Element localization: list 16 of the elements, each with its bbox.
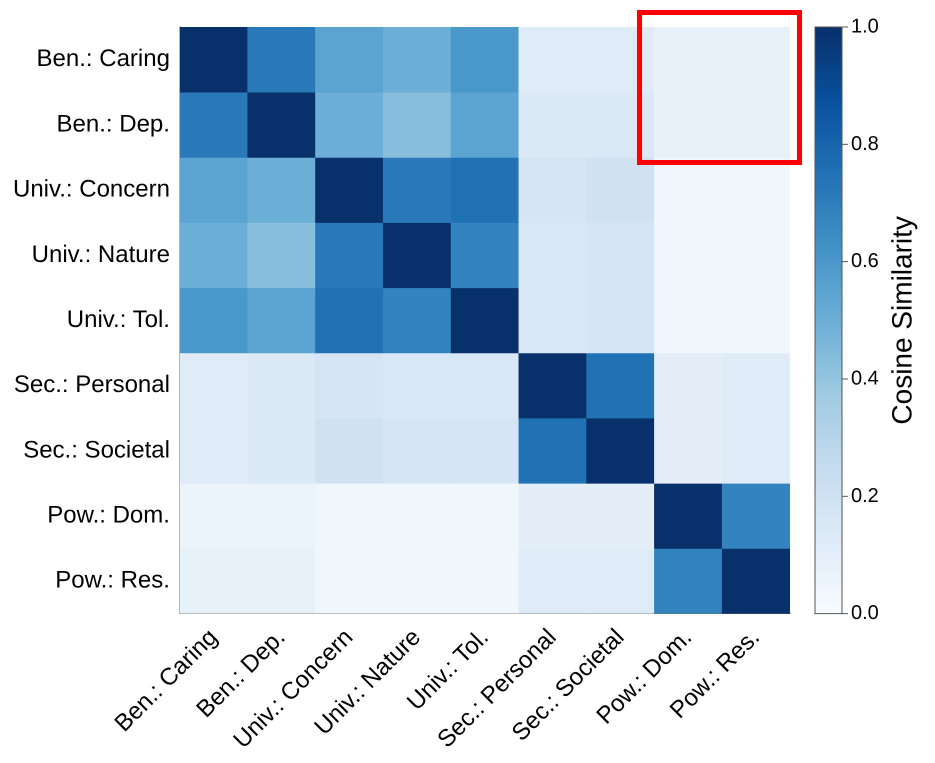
y-tick-label: Pow.: Res. xyxy=(55,566,170,594)
y-tick-label: Ben.: Dep. xyxy=(56,110,170,138)
color-bar-label: 0.2 xyxy=(851,484,879,507)
color-bar-label: 0.8 xyxy=(851,132,879,155)
y-tick-label: Ben.: Caring xyxy=(36,45,170,72)
y-tick-label: Sec.: Societal xyxy=(23,436,170,464)
y-tick-label: Sec.: Personal xyxy=(14,371,170,398)
y-tick-label: Pow.: Dom. xyxy=(47,502,170,529)
color-bar-label: 0.4 xyxy=(851,368,879,390)
y-tick-label: Univ.: Tol. xyxy=(66,306,170,333)
color-bar-title: Cosine Similarity xyxy=(886,216,918,425)
y-tick-label: Univ.: Concern xyxy=(12,176,170,203)
color-bar-label: 1.0 xyxy=(851,16,879,38)
y-tick-label: Univ.: Nature xyxy=(32,240,170,268)
color-bar-label: 0.0 xyxy=(851,602,879,624)
color-bar-label: 0.6 xyxy=(851,250,879,272)
